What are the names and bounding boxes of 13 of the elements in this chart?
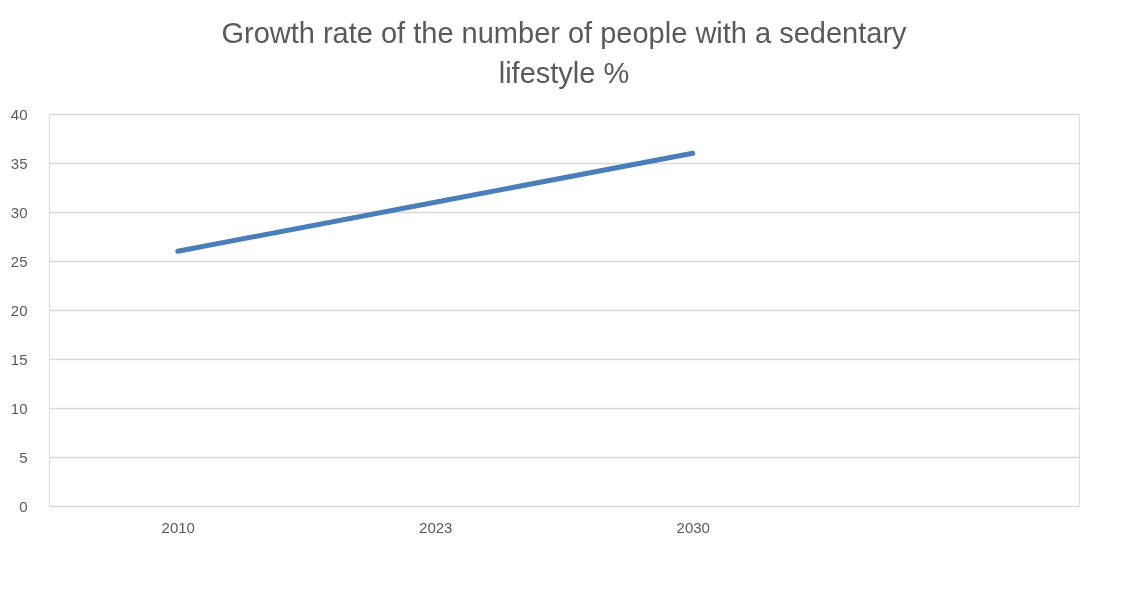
y-tick-label: 10 [10, 399, 28, 417]
x-tick-label: 2030 [676, 518, 710, 536]
y-tick-label: 20 [10, 301, 28, 319]
x-tick-label: 2023 [419, 518, 453, 536]
x-tick-label: 2010 [161, 518, 195, 536]
chart-title: Growth rate of the number of people with a sedentary lifestyle % [221, 17, 908, 89]
y-tick-label: 30 [10, 203, 28, 221]
y-tick-label: 0 [19, 497, 28, 515]
y-tick-label: 5 [19, 448, 28, 466]
y-tick-label: 25 [10, 252, 28, 270]
y-tick-label: 35 [10, 154, 28, 172]
y-tick-label: 15 [10, 350, 28, 368]
y-tick-label: 40 [10, 105, 28, 123]
